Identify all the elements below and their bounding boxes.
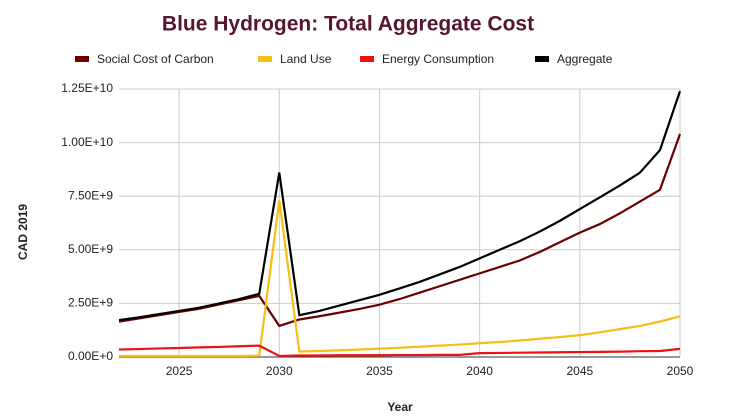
y-tick-label: 2.50E+9: [68, 296, 113, 310]
x-axis-label: Year: [387, 400, 413, 414]
series-line: [119, 200, 681, 358]
legend-swatch: [360, 56, 374, 62]
y-axis-label: CAD 2019: [16, 204, 30, 260]
legend-swatch: [75, 56, 89, 62]
x-tick-label: 2045: [566, 364, 593, 378]
x-tick-label: 2035: [366, 364, 393, 378]
x-tick-label: 2040: [466, 364, 493, 378]
series-line: [118, 90, 682, 322]
legend-label: Land Use: [280, 52, 332, 66]
legend-swatch: [535, 56, 549, 62]
legend-label: Aggregate: [557, 52, 613, 66]
y-tick-label: 5.00E+9: [68, 242, 113, 256]
legend-label: Energy Consumption: [382, 52, 494, 66]
x-tick-label: 2025: [166, 364, 193, 378]
y-tick-label: 7.50E+9: [68, 188, 113, 202]
y-tick-label: 0.00E+0: [68, 349, 113, 363]
y-tick-label: 1.25E+10: [61, 81, 113, 95]
chart-title: Blue Hydrogen: Total Aggregate Cost: [162, 13, 534, 36]
x-tick-label: 2030: [266, 364, 293, 378]
legend-label: Social Cost of Carbon: [97, 52, 214, 66]
y-tick-label: 1.00E+10: [61, 135, 113, 149]
x-tick-label: 2050: [667, 364, 694, 378]
series-line: [118, 133, 682, 328]
legend-swatch: [258, 56, 272, 62]
series-line: [118, 344, 681, 358]
